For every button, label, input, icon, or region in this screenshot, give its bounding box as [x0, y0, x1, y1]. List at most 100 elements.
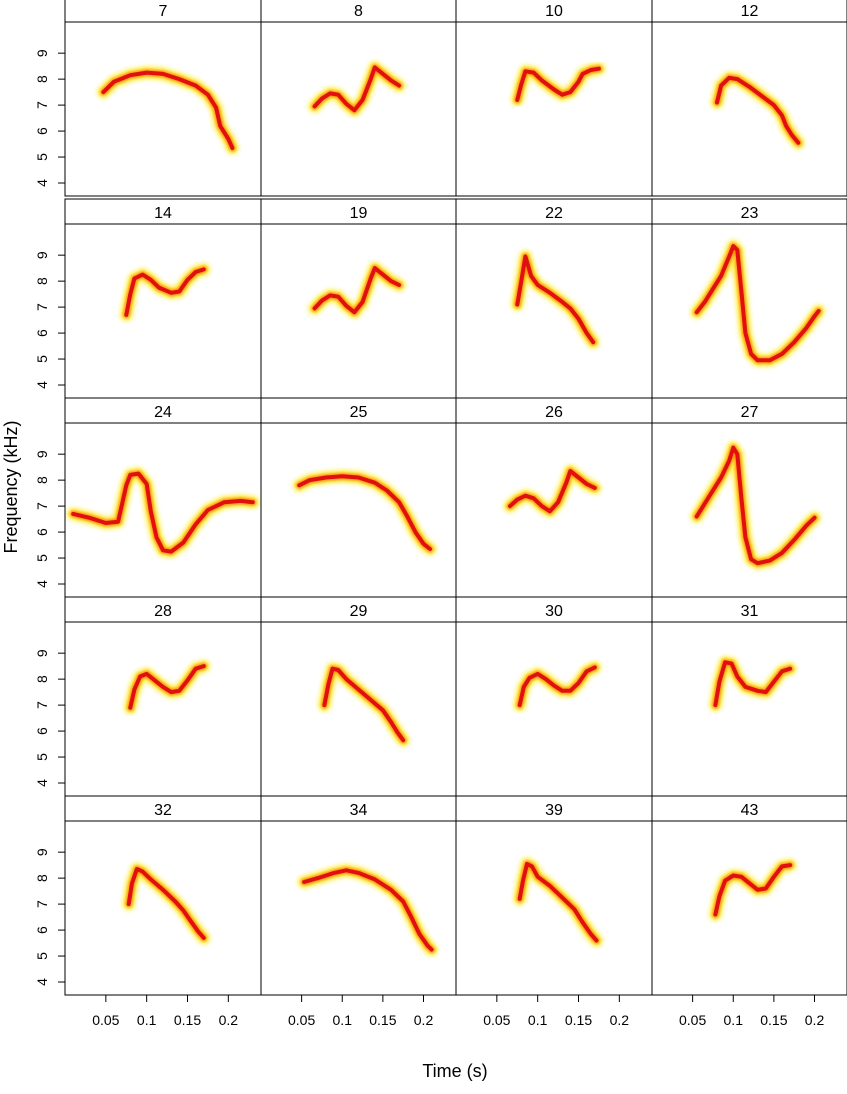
x-tick-label: 0.1: [724, 1012, 744, 1028]
contour-core: [312, 65, 402, 113]
y-tick-label: 6: [34, 127, 50, 135]
x-tick-label: 0.15: [760, 1012, 787, 1028]
contour-core: [515, 254, 596, 345]
panel: 34: [260, 795, 457, 996]
panel-strip: [64, 397, 262, 424]
panel: 23: [651, 198, 847, 399]
y-tick-label: 5: [34, 554, 50, 562]
y-tick-label: 8: [34, 476, 50, 484]
panel-label: 7: [159, 3, 168, 20]
panel: 25: [260, 397, 457, 598]
panel-strip: [64, 596, 262, 623]
y-tick-label: 8: [34, 874, 50, 882]
y-tick-label: 5: [34, 355, 50, 363]
y-tick-label: 5: [34, 153, 50, 161]
panel: 22: [455, 198, 653, 399]
y-tick-label: 7: [34, 303, 50, 311]
panel: 32: [64, 795, 262, 996]
panel: 19: [260, 198, 457, 399]
panel-plot-area: [65, 821, 261, 995]
contour-core: [322, 666, 406, 743]
x-tick-label: 0.2: [610, 1012, 630, 1028]
x-tick-label: 0.05: [483, 1012, 510, 1028]
x-tick-label: 0.15: [369, 1012, 396, 1028]
y-axis-label: Frequency (kHz): [1, 420, 21, 553]
contour-core: [297, 474, 432, 551]
y-tick-label: 7: [34, 701, 50, 709]
contour-core: [517, 665, 597, 708]
panel-label: 31: [741, 603, 759, 620]
y-tick-label: 9: [34, 848, 50, 856]
contour-core: [507, 469, 597, 514]
panel-frame: [651, 21, 847, 197]
panel-label: 24: [154, 404, 172, 421]
contour-core: [515, 66, 601, 102]
panels-layer: 7 8 10 12 14 19 22 23 24 25 26 27 28 29 30 31 32 34 39 43: [64, 0, 847, 996]
panel-plot-area: [652, 821, 847, 995]
x-tick-label: 0.1: [333, 1012, 353, 1028]
panel-plot-area: [261, 821, 456, 995]
x-tick-label: 0.2: [414, 1012, 434, 1028]
x-axis-label: Time (s): [422, 1061, 487, 1081]
panel: 10: [455, 0, 653, 197]
panel-plot-area: [65, 423, 261, 597]
panel: 14: [64, 198, 262, 399]
contour-core: [128, 664, 206, 710]
contour-core: [713, 863, 793, 917]
panel-strip: [455, 397, 653, 424]
panel-plot-area: [261, 423, 456, 597]
y-tick-label: 4: [34, 580, 50, 588]
panel-plot-area: [652, 622, 847, 796]
panel-plot-area: [65, 22, 261, 196]
panel-label: 19: [350, 205, 368, 222]
panel-label: 8: [354, 3, 363, 20]
y-tick-label: 4: [34, 381, 50, 389]
panel-strip: [64, 795, 262, 822]
panel-plot-area: [456, 224, 652, 398]
panel-label: 26: [545, 404, 563, 421]
panel: 43: [651, 795, 847, 996]
contour-core: [312, 266, 402, 315]
panel-plot-area: [65, 224, 261, 398]
panel: 12: [651, 0, 847, 197]
contour-core: [713, 660, 793, 708]
panel-label: 14: [154, 205, 172, 222]
y-tick-label: 8: [34, 675, 50, 683]
panel-label: 30: [545, 603, 563, 620]
x-tick-label: 0.1: [528, 1012, 548, 1028]
x-tick-label: 0.1: [137, 1012, 157, 1028]
panel-label: 34: [350, 802, 368, 819]
y-tick-label: 7: [34, 101, 50, 109]
panel: 28: [64, 596, 262, 797]
panel-plot-area: [456, 622, 652, 796]
panel-label: 22: [545, 205, 563, 222]
panel: 31: [651, 596, 847, 797]
y-tick-label: 8: [34, 277, 50, 285]
panel-label: 39: [545, 802, 563, 819]
y-tick-label: 8: [34, 75, 50, 83]
panel-label: 28: [154, 603, 172, 620]
y-tick-label: 5: [34, 952, 50, 960]
y-tick-label: 7: [34, 900, 50, 908]
panel-plot-area: [456, 821, 652, 995]
panel-label: 32: [154, 802, 172, 819]
panel-plot-area: [652, 22, 847, 196]
panel-plot-area: [456, 22, 652, 196]
x-tick-label: 0.2: [805, 1012, 825, 1028]
y-tick-label: 6: [34, 727, 50, 735]
y-tick-label: 4: [34, 978, 50, 986]
y-tick-label: 6: [34, 926, 50, 934]
panel-label: 25: [350, 404, 368, 421]
contour-core: [124, 267, 206, 317]
y-tick-label: 9: [34, 649, 50, 657]
contour-core: [302, 868, 434, 952]
x-tick-label: 0.15: [174, 1012, 201, 1028]
panel-plot-area: [261, 622, 456, 796]
contour-core: [126, 867, 206, 940]
panel: 27: [651, 397, 847, 598]
contour-core: [715, 75, 801, 145]
y-tick-label: 6: [34, 329, 50, 337]
panel: 30: [455, 596, 653, 797]
x-tick-label: 0.2: [219, 1012, 239, 1028]
